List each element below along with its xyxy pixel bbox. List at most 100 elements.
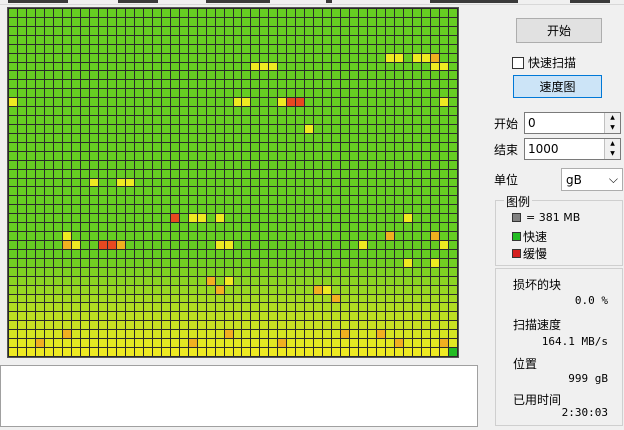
map-block xyxy=(206,178,215,187)
toolbar-item-fragment[interactable] xyxy=(430,0,518,3)
map-block xyxy=(107,133,116,142)
map-block xyxy=(161,232,170,240)
map-block xyxy=(152,321,161,330)
map-block xyxy=(431,258,440,267)
map-block xyxy=(368,339,377,348)
map-block xyxy=(404,214,413,223)
map-block xyxy=(143,267,152,276)
map-block xyxy=(188,107,197,116)
quick-scan-toggle[interactable]: 快速扫描 xyxy=(512,54,576,71)
map-block xyxy=(161,98,170,107)
toolbar-item-fragment[interactable] xyxy=(206,0,270,3)
map-block xyxy=(251,276,260,285)
map-block xyxy=(242,249,251,258)
start-value[interactable]: 0 xyxy=(528,116,536,130)
map-block xyxy=(107,232,116,240)
map-block xyxy=(305,214,314,223)
map-block xyxy=(134,125,143,133)
spin-down-icon[interactable]: ▼ xyxy=(605,149,620,159)
map-block xyxy=(242,196,251,205)
map-block xyxy=(287,169,296,178)
unit-select[interactable]: gB ⌵ xyxy=(561,168,623,191)
map-block xyxy=(143,160,152,169)
map-block xyxy=(152,249,161,258)
map-block xyxy=(251,89,260,98)
map-block xyxy=(422,303,431,312)
speed-map-button[interactable]: 速度图 xyxy=(513,75,602,98)
map-block xyxy=(107,160,116,169)
map-block xyxy=(107,178,116,187)
map-block xyxy=(323,241,332,249)
map-block xyxy=(341,125,350,133)
map-block xyxy=(386,330,395,339)
map-block xyxy=(9,223,17,232)
map-block xyxy=(377,267,386,276)
toolbar-item-fragment[interactable] xyxy=(8,0,68,3)
map-block xyxy=(17,312,26,321)
map-block xyxy=(350,312,359,321)
map-block xyxy=(152,169,161,178)
toolbar-item-fragment[interactable] xyxy=(326,0,332,3)
map-block xyxy=(359,178,368,187)
map-block xyxy=(404,267,413,276)
map-block xyxy=(233,312,242,321)
spin-up-icon[interactable]: ▲ xyxy=(605,113,620,123)
end-value[interactable]: 1000 xyxy=(528,142,559,156)
map-block xyxy=(143,62,152,71)
map-block xyxy=(80,241,89,249)
map-block xyxy=(242,9,251,17)
map-block xyxy=(152,267,161,276)
map-block xyxy=(404,169,413,178)
map-block xyxy=(305,17,314,26)
toolbar-item-fragment[interactable] xyxy=(118,0,158,3)
map-block xyxy=(80,26,89,35)
map-block xyxy=(332,133,341,142)
map-block xyxy=(215,339,224,348)
map-block xyxy=(206,71,215,80)
map-block xyxy=(332,107,341,116)
map-block xyxy=(89,116,98,124)
quick-scan-checkbox[interactable] xyxy=(512,56,524,69)
map-block xyxy=(215,196,224,205)
map-block xyxy=(341,339,350,348)
map-block xyxy=(170,107,179,116)
toolbar-item-fragment[interactable] xyxy=(570,0,610,3)
map-block xyxy=(197,249,206,258)
map-block xyxy=(224,187,233,196)
spin-up-icon[interactable]: ▲ xyxy=(605,139,620,149)
map-block xyxy=(404,17,413,26)
map-block xyxy=(80,303,89,312)
map-block xyxy=(53,26,62,35)
map-block xyxy=(197,142,206,151)
map-block xyxy=(89,89,98,98)
map-block xyxy=(224,133,233,142)
map-block xyxy=(170,53,179,62)
map-block xyxy=(179,178,188,187)
map-block xyxy=(323,339,332,348)
map-block xyxy=(422,133,431,142)
map-block xyxy=(233,160,242,169)
map-block xyxy=(269,151,278,160)
spin-down-icon[interactable]: ▼ xyxy=(605,123,620,133)
map-block xyxy=(359,187,368,196)
map-block xyxy=(134,53,143,62)
end-spinbox[interactable]: 1000 ▲ ▼ xyxy=(524,138,621,160)
map-block xyxy=(386,258,395,267)
map-block xyxy=(242,223,251,232)
map-block xyxy=(350,169,359,178)
map-block xyxy=(161,249,170,258)
map-block xyxy=(278,330,287,339)
map-block xyxy=(26,62,35,71)
map-block xyxy=(323,169,332,178)
start-button[interactable]: 开始 xyxy=(516,18,602,43)
map-block xyxy=(269,196,278,205)
map-block xyxy=(9,205,17,214)
map-block xyxy=(242,53,251,62)
start-spinbox[interactable]: 0 ▲ ▼ xyxy=(524,112,621,134)
map-block xyxy=(44,276,53,285)
map-block xyxy=(125,53,134,62)
map-block xyxy=(359,142,368,151)
map-block xyxy=(341,17,350,26)
map-block xyxy=(107,35,116,44)
map-block xyxy=(431,98,440,107)
